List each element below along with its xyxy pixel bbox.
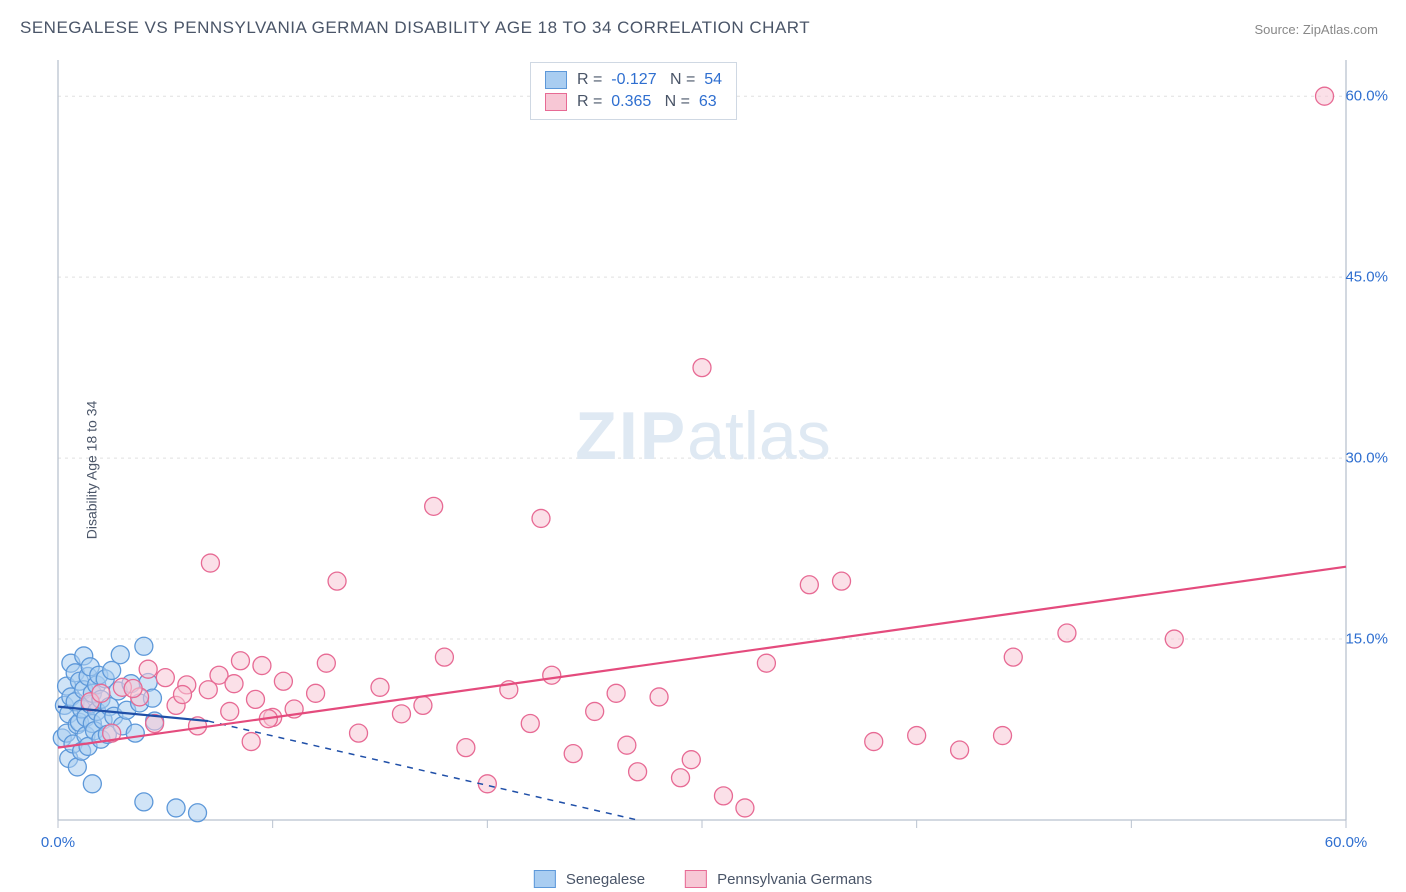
- data-point: [736, 799, 754, 817]
- data-point: [83, 775, 101, 793]
- data-point: [693, 359, 711, 377]
- series-legend-label: Pennsylvania Germans: [717, 871, 872, 888]
- y-tick-label: 30.0%: [1345, 450, 1388, 467]
- data-point: [111, 646, 129, 664]
- stats-legend-row: R = 0.365 N = 63: [545, 91, 722, 113]
- data-point: [167, 799, 185, 817]
- trend-line-dashed: [208, 721, 637, 820]
- data-point: [135, 793, 153, 811]
- data-point: [865, 733, 883, 751]
- data-point: [994, 727, 1012, 745]
- data-point: [682, 751, 700, 769]
- data-point: [103, 661, 121, 679]
- data-point: [564, 745, 582, 763]
- data-point: [435, 648, 453, 666]
- stats-legend: R = -0.127 N = 54 R = 0.365 N = 63: [530, 62, 737, 120]
- legend-swatch: [685, 870, 707, 888]
- data-point: [246, 690, 264, 708]
- data-point: [124, 680, 142, 698]
- data-point: [1004, 648, 1022, 666]
- data-point: [253, 657, 271, 675]
- series-legend: Senegalese Pennsylvania Germans: [534, 870, 872, 888]
- legend-swatch: [534, 870, 556, 888]
- chart-container: Disability Age 18 to 34 ZIPatlas R = -0.…: [0, 48, 1406, 892]
- data-point: [543, 666, 561, 684]
- source-attribution: Source: ZipAtlas.com: [1254, 22, 1378, 37]
- data-point: [371, 678, 389, 696]
- legend-swatch: [545, 71, 567, 89]
- data-point: [521, 714, 539, 732]
- data-point: [392, 705, 410, 723]
- data-point: [757, 654, 775, 672]
- stats-legend-row: R = -0.127 N = 54: [545, 69, 722, 91]
- data-point: [328, 572, 346, 590]
- x-tick-label: 0.0%: [41, 834, 75, 851]
- x-tick-label: 60.0%: [1325, 834, 1368, 851]
- data-point: [92, 684, 110, 702]
- data-point: [532, 509, 550, 527]
- data-point: [135, 637, 153, 655]
- y-tick-label: 15.0%: [1345, 631, 1388, 648]
- data-point: [1165, 630, 1183, 648]
- data-point: [629, 763, 647, 781]
- data-point: [274, 672, 292, 690]
- data-point: [618, 736, 636, 754]
- data-point: [414, 696, 432, 714]
- legend-stat-text: R = -0.127 N = 54: [577, 71, 722, 89]
- data-point: [833, 572, 851, 590]
- data-point: [1058, 624, 1076, 642]
- y-tick-label: 45.0%: [1345, 269, 1388, 286]
- data-point: [231, 652, 249, 670]
- data-point: [242, 733, 260, 751]
- data-point: [225, 675, 243, 693]
- y-tick-label: 60.0%: [1345, 88, 1388, 105]
- source-link[interactable]: ZipAtlas.com: [1303, 22, 1378, 37]
- data-point: [457, 739, 475, 757]
- series-legend-item: Pennsylvania Germans: [685, 870, 872, 888]
- data-point: [650, 688, 668, 706]
- data-point: [307, 684, 325, 702]
- data-point: [908, 727, 926, 745]
- data-point: [800, 576, 818, 594]
- trend-line: [58, 567, 1346, 748]
- data-point: [586, 702, 604, 720]
- data-point: [139, 660, 157, 678]
- data-point: [951, 741, 969, 759]
- data-point: [714, 787, 732, 805]
- data-point: [174, 686, 192, 704]
- series-legend-label: Senegalese: [566, 871, 645, 888]
- data-point: [425, 497, 443, 515]
- data-point: [607, 684, 625, 702]
- chart-title: SENEGALESE VS PENNSYLVANIA GERMAN DISABI…: [20, 18, 810, 38]
- data-point: [1316, 87, 1334, 105]
- data-point: [156, 669, 174, 687]
- y-axis-label: Disability Age 18 to 34: [83, 401, 99, 540]
- data-point: [126, 724, 144, 742]
- series-legend-item: Senegalese: [534, 870, 645, 888]
- data-point: [672, 769, 690, 787]
- data-point: [221, 702, 239, 720]
- source-prefix: Source:: [1254, 22, 1302, 37]
- legend-swatch: [545, 93, 567, 111]
- data-point: [189, 804, 207, 822]
- legend-stat-text: R = 0.365 N = 63: [577, 93, 717, 111]
- data-point: [350, 724, 368, 742]
- scatter-chart: [0, 48, 1406, 848]
- data-point: [317, 654, 335, 672]
- data-point: [201, 554, 219, 572]
